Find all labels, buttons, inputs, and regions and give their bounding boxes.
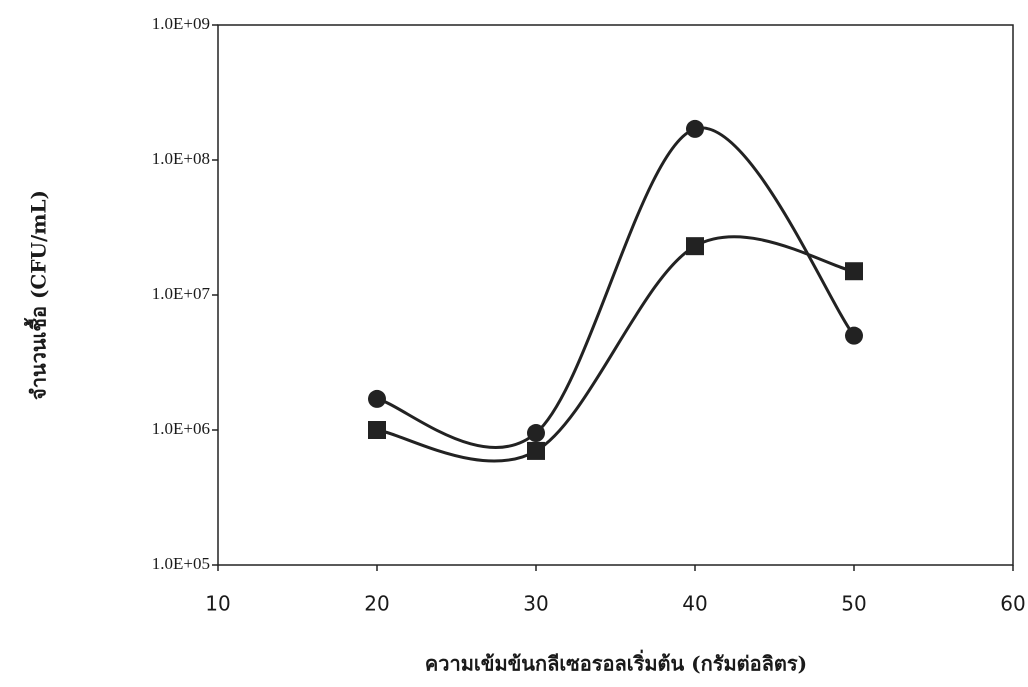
x-tick-label: 20 — [364, 592, 389, 616]
marker — [845, 326, 863, 345]
x-axis-title: ความเข้มข้นกลีเซอรอลเริ่มต้น (กรัมต่อลิต… — [425, 649, 807, 676]
x-tick-label: 10 — [205, 592, 230, 616]
y-tick-label: 1.0E+07 — [152, 284, 211, 303]
marker — [686, 119, 704, 138]
x-tick-label: 50 — [841, 592, 866, 616]
plot-frame — [217, 24, 1014, 566]
x-tick-label: 60 — [1000, 592, 1025, 616]
marker — [845, 262, 863, 281]
y-tick-label: 1.0E+05 — [152, 554, 210, 573]
y-axis-title: จำนวนเชื้อ (CFU/mL) — [24, 190, 51, 400]
marker — [686, 237, 704, 256]
x-tick-label: 30 — [523, 592, 548, 616]
series-line — [376, 126, 856, 449]
x-tick-label: 40 — [682, 592, 707, 616]
marker — [368, 389, 386, 408]
series-line — [376, 235, 855, 463]
y-tick-label: 1.0E+09 — [152, 14, 210, 33]
y-tick-label: 1.0E+08 — [152, 149, 210, 168]
marker — [368, 421, 386, 439]
marker — [527, 424, 545, 443]
y-tick-label: 1.0E+06 — [152, 419, 210, 438]
marker — [527, 441, 545, 460]
